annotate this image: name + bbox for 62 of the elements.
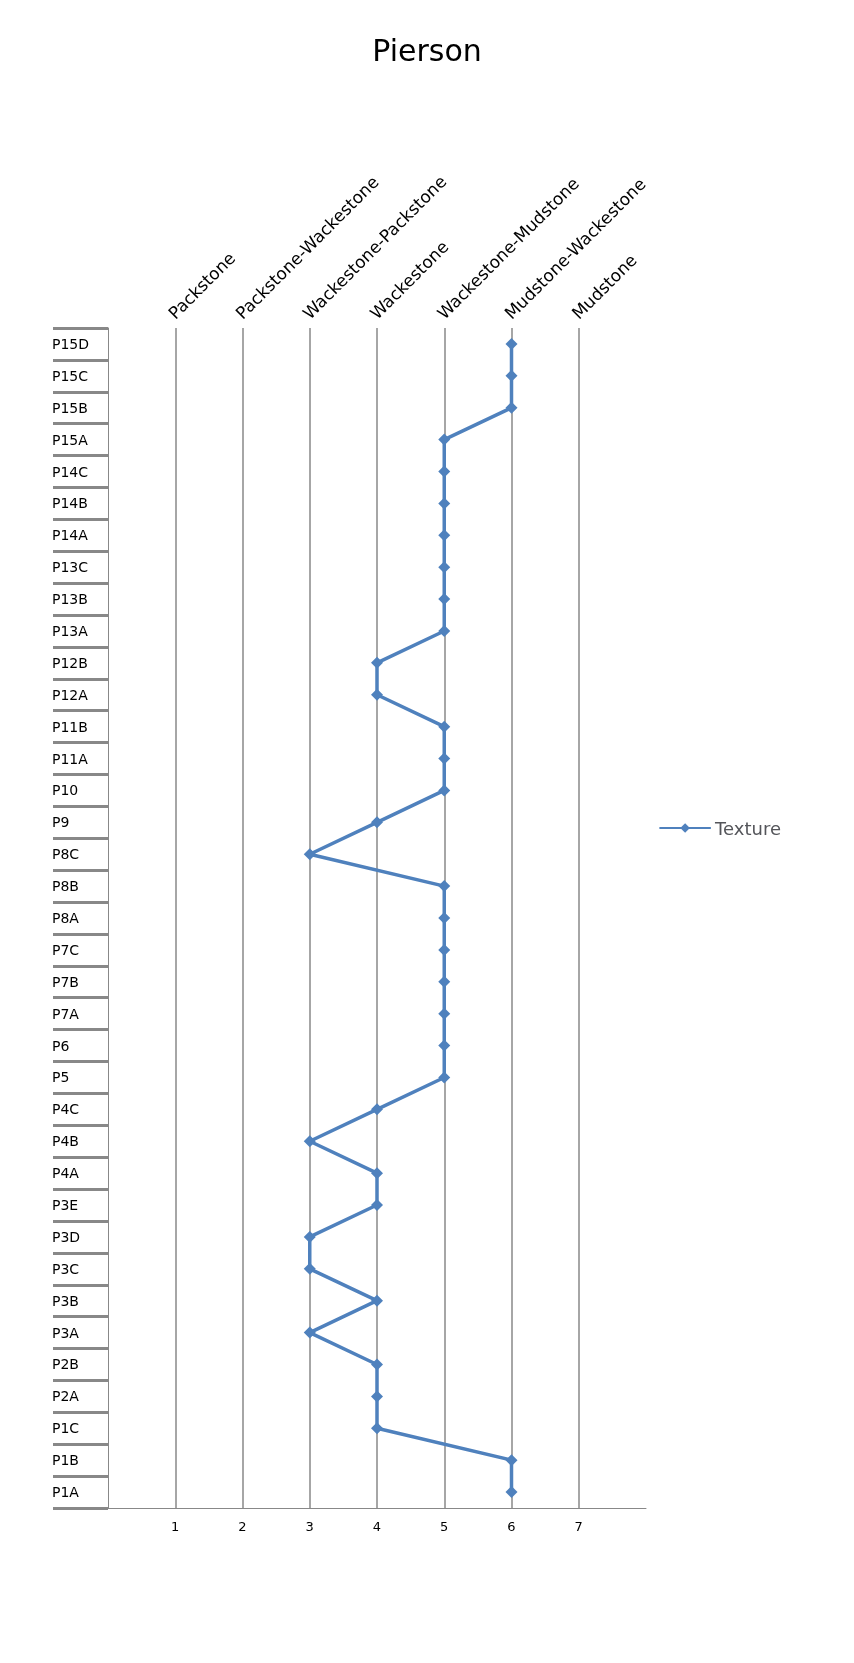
x-tick-label: 6 [507,1519,516,1534]
y-tick-label: P1B [52,1452,79,1469]
y-tick-label: P12B [52,654,88,671]
y-tick-label: P14B [52,495,88,512]
point [371,1103,383,1116]
y-tick-label: P1C [52,1420,80,1437]
y-tick-label: P15A [52,431,89,448]
y-tick-label: P13C [52,559,89,576]
x-tick-label: 1 [171,1519,180,1534]
y-tick-label: P8C [52,846,80,863]
y-tick-label: P1A [52,1484,80,1501]
y-tick-label: P2A [52,1388,80,1405]
y-tick-label: P8A [52,910,80,926]
point [303,848,316,861]
point [371,656,383,669]
y-tick-label: P4B [52,1133,79,1150]
x-tick-label: 7 [574,1519,583,1534]
y-tick-label: P6 [52,1037,70,1054]
legend-label: Texture [714,817,782,839]
y-tick-label: P3E [52,1197,79,1214]
point [438,720,451,733]
point [303,1230,316,1243]
point [371,1294,383,1307]
y-tick-label: P3B [52,1292,79,1309]
chart-title: Pierson [372,32,482,68]
point [438,912,451,924]
y-tick-label: P7B [52,973,79,990]
y-tick-label: P5 [52,1069,70,1086]
y-tick-label: P14C [52,463,89,480]
y-tick-label: P4C [52,1101,80,1118]
y-tick-label: P11A [52,750,89,767]
point [303,1135,316,1148]
y-tick-label: P11B [52,718,88,735]
y-tick-label: P15B [52,399,88,416]
x-tick-label: 2 [238,1519,247,1534]
y-tick-label: P9 [52,814,70,831]
point [371,816,383,829]
point [371,1199,383,1212]
point [371,1358,383,1371]
y-tick-label: P13A [52,622,89,639]
y-tick-label: P14A [52,527,89,544]
point [505,1486,518,1499]
point [303,1326,316,1339]
point [371,1422,383,1435]
y-tick-label: P13B [52,591,88,608]
y-tick-label: P10 [52,782,79,799]
x-tick-label: 3 [305,1519,314,1534]
y-tick-label: P3D [52,1228,81,1245]
y-tick-label: P15C [52,367,89,384]
y-tick-label: P2B [52,1356,79,1373]
y-tick-label: P3C [52,1260,80,1277]
y-tick-label: P7A [52,1005,80,1022]
y-tick-label: P12A [52,686,89,703]
y-tick-label: P7C [52,941,80,958]
y-tick-label: P3A [52,1324,80,1341]
y-tick-label: P4A [52,1165,80,1182]
point [505,337,518,350]
x-tick-label: 4 [372,1519,382,1534]
y-tick-label: P8B [52,878,79,895]
point [371,1390,383,1403]
y-tick-label: P15D [52,335,90,352]
x-tick-label: 5 [440,1519,449,1534]
